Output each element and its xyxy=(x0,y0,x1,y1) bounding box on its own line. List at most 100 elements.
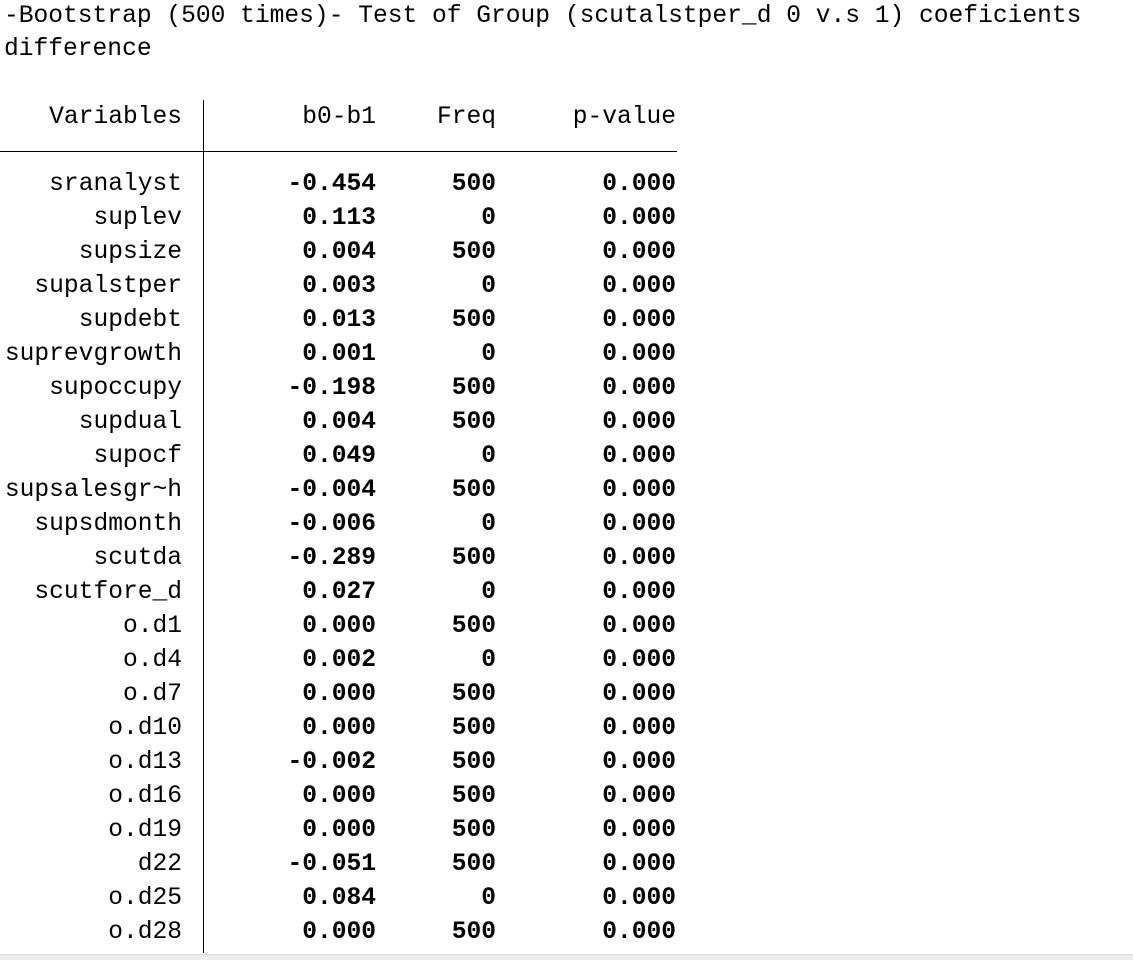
freq-value: 500 xyxy=(451,171,496,198)
table-row: o.d4 0.002 0 0.000 xyxy=(0,644,677,678)
pvalue-value: 0.000 xyxy=(602,817,676,844)
freq-value: 500 xyxy=(451,851,496,878)
table-row: sranalyst -0.454 500 0.000 xyxy=(0,168,677,202)
pvalue-value: 0.000 xyxy=(602,239,676,266)
freq-value: 500 xyxy=(451,817,496,844)
variable-name: supdual xyxy=(78,409,182,436)
variable-name: o.d10 xyxy=(108,715,182,742)
header-divider xyxy=(0,151,677,152)
freq-value: 500 xyxy=(451,477,496,504)
pvalue-value: 0.000 xyxy=(602,545,676,572)
pvalue-value: 0.000 xyxy=(602,749,676,776)
diff-value: 0.000 xyxy=(302,783,376,810)
header-pvalue: p-value xyxy=(572,104,676,131)
diff-value: -0.004 xyxy=(287,477,376,504)
table-row: o.d7 0.000 500 0.000 xyxy=(0,678,677,712)
variable-name: supsalesgr~h xyxy=(4,477,182,504)
diff-value: 0.000 xyxy=(302,817,376,844)
pvalue-value: 0.000 xyxy=(602,477,676,504)
freq-value: 0 xyxy=(481,341,496,368)
variable-name: o.d28 xyxy=(108,919,182,946)
freq-value: 500 xyxy=(451,375,496,402)
pvalue-value: 0.000 xyxy=(602,511,676,538)
table-row: scutda -0.289 500 0.000 xyxy=(0,542,677,576)
pvalue-value: 0.000 xyxy=(602,715,676,742)
variable-name: supalstper xyxy=(34,273,182,300)
variable-name: o.d4 xyxy=(122,647,182,674)
pvalue-value: 0.000 xyxy=(602,851,676,878)
column-divider xyxy=(203,100,204,953)
diff-value: 0.003 xyxy=(302,273,376,300)
table-row: suplev 0.113 0 0.000 xyxy=(0,202,677,236)
output-title: -Bootstrap (500 times)- Test of Group (s… xyxy=(4,3,1097,63)
pvalue-value: 0.000 xyxy=(602,579,676,606)
table-row: supsalesgr~h -0.004 500 0.000 xyxy=(0,474,677,508)
diff-value: 0.027 xyxy=(302,579,376,606)
table-row: o.d25 0.084 0 0.000 xyxy=(0,882,677,916)
diff-value: -0.006 xyxy=(287,511,376,538)
variable-name: o.d16 xyxy=(108,783,182,810)
diff-value: 0.004 xyxy=(302,409,376,436)
table-row: o.d10 0.000 500 0.000 xyxy=(0,712,677,746)
pvalue-value: 0.000 xyxy=(602,681,676,708)
table-row: d22 -0.051 500 0.000 xyxy=(0,848,677,882)
freq-value: 500 xyxy=(451,613,496,640)
pvalue-value: 0.000 xyxy=(602,341,676,368)
variable-name: supsdmonth xyxy=(34,511,182,538)
diff-value: 0.001 xyxy=(302,341,376,368)
pvalue-value: 0.000 xyxy=(602,919,676,946)
table-row: suprevgrowth 0.001 0 0.000 xyxy=(0,338,677,372)
variable-name: sranalyst xyxy=(49,171,182,198)
freq-value: 0 xyxy=(481,579,496,606)
table-row: scutfore_d 0.027 0 0.000 xyxy=(0,576,677,610)
freq-value: 500 xyxy=(451,239,496,266)
freq-value: 500 xyxy=(451,307,496,334)
variable-name: suplev xyxy=(93,205,182,232)
variable-name: suprevgrowth xyxy=(4,341,182,368)
diff-value: 0.000 xyxy=(302,681,376,708)
pvalue-value: 0.000 xyxy=(602,409,676,436)
table-row: supdebt 0.013 500 0.000 xyxy=(0,304,677,338)
table-header: Variables b0-b1 Freq p-value xyxy=(0,101,677,135)
pvalue-value: 0.000 xyxy=(602,443,676,470)
table-row: supalstper 0.003 0 0.000 xyxy=(0,270,677,304)
pvalue-value: 0.000 xyxy=(602,205,676,232)
variable-name: supoccupy xyxy=(49,375,182,402)
variable-name: scutfore_d xyxy=(34,579,182,606)
freq-value: 0 xyxy=(481,443,496,470)
pvalue-value: 0.000 xyxy=(602,273,676,300)
pvalue-value: 0.000 xyxy=(602,613,676,640)
variable-name: supocf xyxy=(93,443,182,470)
diff-value: 0.084 xyxy=(302,885,376,912)
variable-name: o.d19 xyxy=(108,817,182,844)
freq-value: 500 xyxy=(451,749,496,776)
variable-name: o.d7 xyxy=(122,681,182,708)
diff-value: -0.002 xyxy=(287,749,376,776)
diff-value: 0.013 xyxy=(302,307,376,334)
diff-value: -0.198 xyxy=(287,375,376,402)
freq-value: 500 xyxy=(451,919,496,946)
diff-value: 0.113 xyxy=(302,205,376,232)
diff-value: -0.454 xyxy=(287,171,376,198)
variable-name: scutda xyxy=(93,545,182,572)
freq-value: 500 xyxy=(451,681,496,708)
table-row: o.d1 0.000 500 0.000 xyxy=(0,610,677,644)
diff-value: 0.004 xyxy=(302,239,376,266)
variable-name: o.d1 xyxy=(122,613,182,640)
horizontal-scrollbar[interactable] xyxy=(0,954,1133,960)
table-row: o.d16 0.000 500 0.000 xyxy=(0,780,677,814)
diff-value: 0.000 xyxy=(302,919,376,946)
header-diff: b0-b1 xyxy=(302,104,376,131)
table-row: o.d28 0.000 500 0.000 xyxy=(0,916,677,950)
header-variables: Variables xyxy=(49,104,182,131)
header-freq: Freq xyxy=(436,104,496,131)
freq-value: 0 xyxy=(481,205,496,232)
diff-value: 0.002 xyxy=(302,647,376,674)
pvalue-value: 0.000 xyxy=(602,647,676,674)
variable-name: supsize xyxy=(78,239,182,266)
pvalue-value: 0.000 xyxy=(602,783,676,810)
diff-value: -0.289 xyxy=(287,545,376,572)
freq-value: 0 xyxy=(481,273,496,300)
variable-name: o.d13 xyxy=(108,749,182,776)
diff-value: -0.051 xyxy=(287,851,376,878)
